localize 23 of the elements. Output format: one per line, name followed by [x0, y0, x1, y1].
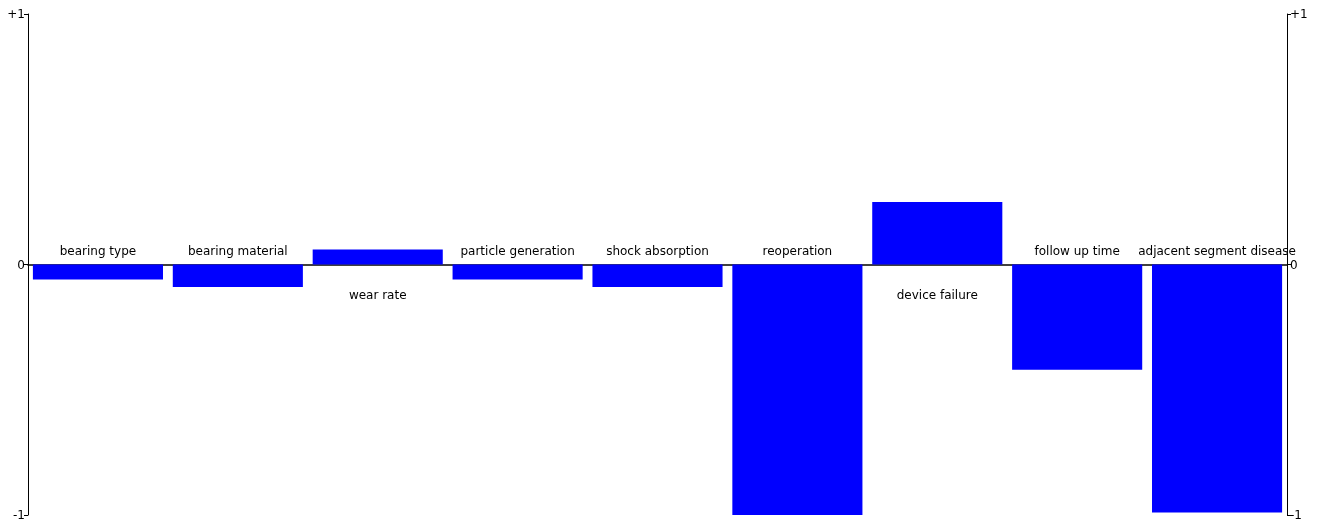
- y-tick-label: 0: [17, 257, 25, 272]
- bar: [872, 201, 1003, 265]
- y2-tick-label: +1: [1290, 7, 1308, 21]
- x-tick-label: bearing type: [59, 244, 137, 258]
- bar: [1152, 264, 1283, 513]
- bar: [32, 264, 163, 280]
- y-tick-label: +1: [7, 7, 25, 21]
- x-tick-label: bearing material: [187, 244, 288, 258]
- bar: [592, 264, 723, 288]
- x-tick-label: reoperation: [762, 244, 833, 258]
- bar: [1012, 264, 1143, 370]
- x-tick-label: device failure: [896, 288, 978, 302]
- bar: [172, 264, 303, 288]
- x-tick-label: wear rate: [348, 288, 407, 302]
- x-tick-label: follow up time: [1034, 244, 1120, 258]
- x-tick-label: shock absorption: [606, 244, 709, 258]
- bar: [732, 264, 863, 515]
- bar: [312, 249, 443, 265]
- y-tick-label: -1: [13, 508, 25, 522]
- bar: [452, 264, 583, 280]
- y2-tick-label: 0: [1290, 257, 1298, 272]
- x-tick-label: particle generation: [460, 244, 575, 258]
- y2-tick-label: -1: [1290, 508, 1302, 522]
